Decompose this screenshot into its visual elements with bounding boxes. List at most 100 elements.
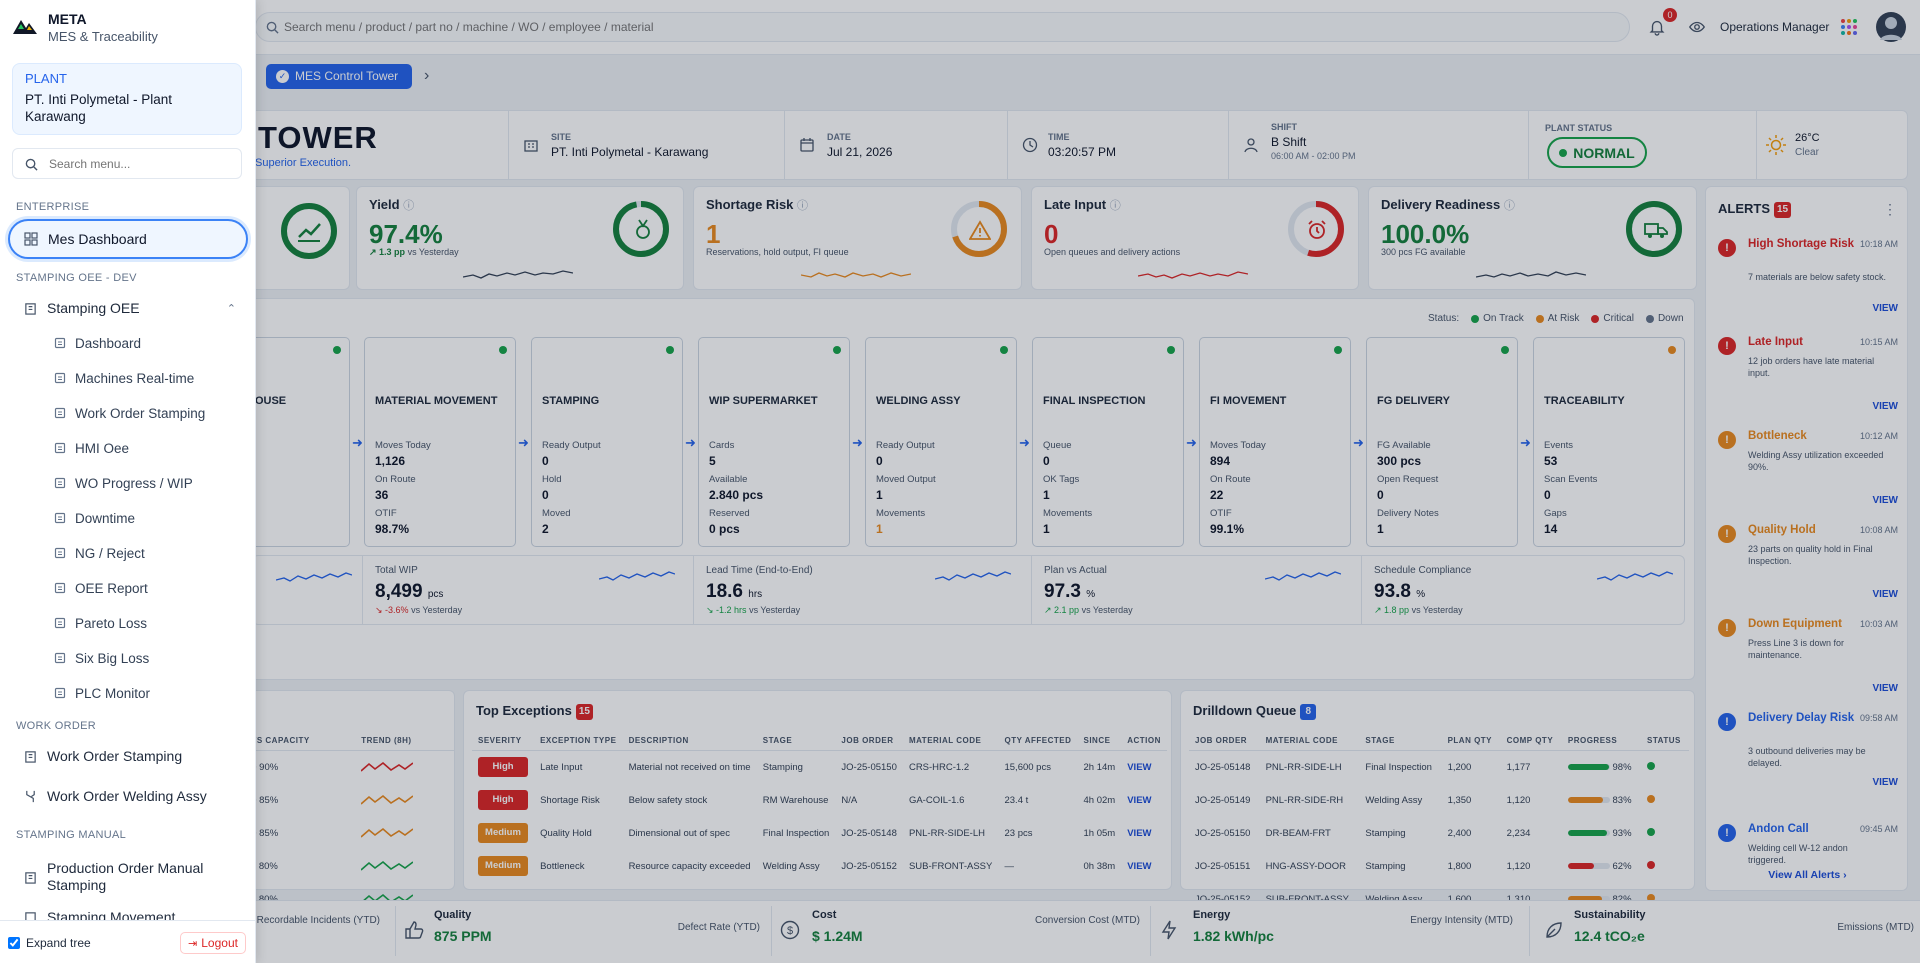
table-row[interactable]: Medium Bottleneck Resource capacity exceed… [472,850,1167,883]
stage-status-dot [1668,346,1676,354]
stage-card[interactable]: FINAL INSPECTION Queue 0 OK Tags 1 Movements 1 [1032,337,1184,547]
alert-view-link[interactable]: VIEW [1872,589,1898,600]
table-row[interactable]: > 85% [245,784,455,817]
metric-cell[interactable]: Lead Time (End-to-End) 18.6 hrs ↘ -1.2 hrs… [693,555,1023,625]
stage-card[interactable]: TRACEABILITY Events 53 Scan Events 0 Gaps 14 [1533,337,1685,547]
bell-icon[interactable] [1648,18,1668,38]
eye-icon[interactable] [1688,18,1708,38]
view-all-alerts-link[interactable]: View All Alerts › [1768,869,1847,881]
expand-tree-checkbox[interactable] [8,937,20,949]
user-role[interactable]: Operations Manager [1720,20,1830,34]
view-link[interactable]: VIEW [1127,794,1152,806]
sidebar-subitem[interactable]: PLC Monitor [54,678,150,708]
sidebar-item-stamping-oee[interactable]: Stamping OEE ⌃ [14,293,246,323]
alert-view-link[interactable]: VIEW [1872,495,1898,506]
table-row[interactable]: Medium Quality Hold Dimensional out of spe… [472,817,1167,850]
sidebar-subitem[interactable]: WO Progress / WIP [54,468,193,498]
kpi-card-shortage-risk[interactable]: Shortage Risk ⓘ 1 Reservations, hold out… [693,186,1022,290]
apps-grid-icon[interactable] [1840,18,1858,36]
view-link[interactable]: VIEW [1127,860,1152,872]
alert-item[interactable]: ! Delivery Delay Risk 09:58 AM 3 outbound d… [1718,711,1898,801]
alert-view-link[interactable]: VIEW [1872,683,1898,694]
stage-card[interactable]: FI MOVEMENT Moves Today 894 On Route 22 OTIF 9… [1199,337,1351,547]
table-row[interactable]: High Shortage Risk Below safety stock RM Wa… [472,784,1167,817]
stage-card[interactable]: WIP SUPERMARKET Cards 5 Available 2.840 pcs R… [698,337,850,547]
expand-tree-toggle[interactable]: Expand tree [8,936,91,950]
sidebar-subitem[interactable]: Pareto Loss [54,608,147,638]
global-search[interactable] [255,12,1630,42]
table-row[interactable]: JO-25-05149 PNL-RR-SIDE-RH Welding Assy 1,3… [1189,784,1689,817]
table-cell: 1,310 [1506,893,1531,905]
view-link[interactable]: VIEW [1127,761,1152,773]
sidebar-subitem[interactable]: Downtime [54,503,135,533]
alert-item[interactable]: ! Down Equipment 10:03 AM Press Line 3 is d… [1718,617,1898,707]
stage-card[interactable]: WELDING ASSY Ready Output 0 Moved Output 1 Mo… [865,337,1017,547]
info-icon[interactable]: ⓘ [1109,200,1121,212]
alert-view-link[interactable]: VIEW [1872,303,1898,314]
sidebar-item-stamping-movement[interactable]: Stamping Movement [14,908,246,920]
view-link[interactable]: VIEW [1127,827,1152,839]
plant-selector[interactable]: PLANT PT. Inti Polymetal - Plant Karawan… [12,63,242,135]
global-search-input[interactable] [256,13,1629,41]
sidebar-item-mes-dashboard[interactable]: Mes Dashboard [8,219,248,259]
alert-view-link[interactable]: VIEW [1872,401,1898,412]
table-row[interactable]: High Late Input Material not received on t… [472,751,1167,784]
alert-item[interactable]: ! Late Input 10:15 AM 12 job orders have la… [1718,335,1898,425]
modal-backdrop[interactable] [256,0,1920,963]
info-icon[interactable]: ⓘ [403,200,415,212]
table-row[interactable]: JO-25-05151 HNG-ASSY-DOOR Stamping 1,800 1,1… [1189,850,1689,883]
stage-card[interactable]: FG DELIVERY FG Available 300 pcs Open Reque… [1366,337,1518,547]
sidebar-item-work-order-welding[interactable]: Work Order Welding Assy [14,781,246,811]
metric-cell[interactable]: Plan vs Actual 97.3 % ↗ 2.1 pp vs Yesterda… [1031,555,1353,625]
trend-sparkline [355,850,455,883]
sidebar-search-input[interactable] [13,149,241,178]
table-row[interactable]: JO-25-05148 PNL-RR-SIDE-LH Final Inspectio… [1189,751,1689,784]
sidebar-search[interactable] [12,148,242,179]
sidebar-subitem[interactable]: HMI Oee [54,433,129,463]
energy-title: Energy [1193,909,1231,921]
sidebar-subitem[interactable]: Six Big Loss [54,643,149,673]
alert-view-link[interactable]: VIEW [1872,777,1898,788]
flow-arrow-icon: ➜ [1353,435,1364,450]
alert-item[interactable]: ! High Shortage Risk 10:18 AM 7 materials a… [1718,237,1898,327]
legend-label: Status: [1428,313,1460,324]
table-row[interactable]: > 90% [245,751,455,784]
progress-cell: 93% [1562,817,1641,850]
capacity-value: ≤ 80% [251,860,278,872]
building-icon [54,442,66,454]
metric-cell[interactable]: Total WIP 8,499 pcs ↘ -3.6% vs Yesterday [362,555,687,625]
stage-card[interactable]: MATERIAL MOVEMENT Moves Today 1,126 On Rout… [364,337,516,547]
stage-name: MATERIAL MOVEMENT [375,395,498,407]
sidebar-subitem[interactable]: OEE Report [54,573,148,603]
chevron-right-icon[interactable]: › [424,67,430,84]
table-row[interactable]: JO-25-05152 SUB-FRONT-ASSY Welding Assy 1,6… [1189,883,1689,916]
table-row[interactable]: JO-25-05150 DR-BEAM-FRT Stamping 2,400 2,234… [1189,817,1689,850]
avatar[interactable] [1876,12,1906,42]
alert-item[interactable]: ! Bottleneck 10:12 AM Welding Assy utilizat… [1718,429,1898,519]
alert-item[interactable]: ! Quality Hold 10:08 AM 23 parts on quality… [1718,523,1898,613]
sidebar-subitem[interactable]: Dashboard [54,328,141,358]
sidebar-subitem[interactable]: Work Order Stamping [54,398,205,428]
alert-icon: ! [1718,525,1736,543]
sidebar-item-production-order-manual[interactable]: Production Order Manual Stamping [14,855,246,899]
alert-item[interactable]: ! Andon Call 09:45 AM Welding cell W-12 and… [1718,822,1898,912]
info-icon[interactable]: ⓘ [1503,200,1515,212]
kpi-card-delivery-readiness[interactable]: Delivery Readiness ⓘ 100.0% 300 pcs FG a… [1368,186,1697,290]
logout-button[interactable]: ⇥ Logout [180,932,246,954]
stage-card[interactable]: STAMPING Ready Output 0 Hold 0 Moved 2 [531,337,683,547]
sidebar-item-work-order-stamping[interactable]: Work Order Stamping [14,741,246,771]
sidebar-subitem[interactable]: Machines Real-time [54,363,194,393]
table-row[interactable]: > 85% [245,817,455,850]
chevron-up-icon[interactable]: ⌃ [226,302,236,315]
kpi-card-yield[interactable]: Yield ⓘ 97.4% ↗ 1.3 pp vs Yesterday [356,186,684,290]
sidebar-subitem[interactable]: NG / Reject [54,538,145,568]
more-vertical-icon[interactable]: ⋮ [1883,201,1897,217]
kpi-card-late-input[interactable]: Late Input ⓘ 0 Open queues and delivery … [1031,186,1359,290]
metric-cell[interactable]: Schedule Compliance 93.8 % ↗ 1.8 pp vs Yes… [1361,555,1685,625]
table-row[interactable]: ≤ 80% [245,850,455,883]
header-date: DATE Jul 21, 2026 [784,110,1007,180]
table-cell: 1,800 [1447,860,1472,872]
breadcrumb-mes-control-tower[interactable]: ✓ MES Control Tower [266,64,413,89]
shift-value: B Shift [1271,135,1307,149]
info-icon[interactable]: ⓘ [797,200,809,212]
